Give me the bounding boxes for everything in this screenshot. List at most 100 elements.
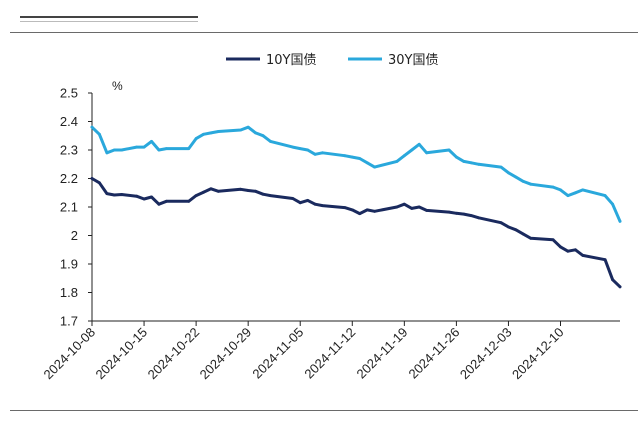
data-point-10y bbox=[98, 181, 101, 185]
x-tick-label: 2024-11-12 bbox=[301, 325, 358, 382]
data-point-30y bbox=[507, 171, 510, 175]
data-point-10y bbox=[209, 187, 213, 191]
series-layer bbox=[90, 125, 622, 289]
data-point-30y bbox=[447, 148, 451, 152]
data-point-10y bbox=[135, 194, 139, 198]
data-point-30y bbox=[417, 142, 421, 146]
data-point-30y bbox=[469, 161, 473, 165]
data-point-30y bbox=[462, 160, 466, 163]
data-point-10y bbox=[410, 207, 414, 210]
data-point-10y bbox=[246, 189, 250, 192]
y-tick-label: 1.7 bbox=[60, 314, 78, 329]
y-tick-label: 1.9 bbox=[60, 257, 78, 272]
data-point-30y bbox=[112, 148, 116, 152]
x-tick-label: 2024-11-26 bbox=[406, 325, 463, 382]
y-tick-label: 2.1 bbox=[60, 200, 78, 215]
y-axis-unit: % bbox=[112, 79, 123, 93]
data-point-30y bbox=[261, 134, 265, 138]
data-point-30y bbox=[254, 131, 257, 135]
data-point-10y bbox=[447, 210, 451, 214]
data-point-10y bbox=[581, 254, 585, 257]
data-point-10y bbox=[551, 238, 555, 242]
data-point-10y bbox=[514, 228, 518, 232]
data-point-10y bbox=[417, 205, 421, 209]
data-point-10y bbox=[269, 194, 272, 198]
data-point-10y bbox=[157, 202, 161, 206]
x-tick-label: 2024-11-19 bbox=[354, 325, 411, 382]
data-point-30y bbox=[306, 148, 310, 152]
series-line-10y bbox=[90, 177, 622, 289]
x-ticks: 2024-10-082024-10-152024-10-222024-10-29… bbox=[40, 321, 567, 383]
data-point-30y bbox=[350, 155, 354, 159]
data-point-10y bbox=[365, 208, 369, 212]
data-point-30y bbox=[150, 140, 153, 143]
data-point-30y bbox=[194, 137, 198, 141]
y-tick-label: 2.3 bbox=[60, 143, 78, 158]
data-point-10y bbox=[150, 195, 153, 199]
x-tick-label: 2024-12-03 bbox=[457, 325, 515, 383]
data-point-30y bbox=[559, 188, 562, 192]
data-point-10y bbox=[350, 208, 354, 212]
data-point-30y bbox=[618, 219, 622, 223]
y-tick-label: 2 bbox=[71, 228, 78, 243]
data-point-30y bbox=[529, 182, 533, 186]
data-point-30y bbox=[358, 157, 362, 160]
x-tick-label: 2024-10-29 bbox=[197, 325, 255, 383]
data-point-10y bbox=[291, 197, 295, 200]
data-point-30y bbox=[202, 132, 205, 136]
data-point-10y bbox=[105, 192, 109, 196]
data-point-10y bbox=[321, 204, 324, 208]
data-point-10y bbox=[559, 245, 562, 249]
data-point-10y bbox=[165, 199, 168, 203]
data-point-10y bbox=[343, 206, 347, 210]
data-point-10y bbox=[217, 189, 220, 193]
data-point-30y bbox=[120, 148, 124, 152]
data-point-10y bbox=[120, 193, 124, 196]
data-point-10y bbox=[373, 209, 376, 213]
data-point-10y bbox=[507, 225, 510, 229]
data-point-10y bbox=[112, 193, 116, 197]
data-point-30y bbox=[566, 194, 570, 198]
y-tick-label: 2.2 bbox=[60, 171, 78, 186]
x-tick-label: 2024-10-08 bbox=[40, 325, 98, 383]
data-point-10y bbox=[402, 202, 406, 206]
y-tick-label: 2.5 bbox=[60, 86, 78, 101]
data-point-30y bbox=[269, 140, 272, 143]
data-point-10y bbox=[566, 249, 570, 253]
data-point-10y bbox=[194, 194, 198, 198]
data-point-30y bbox=[187, 147, 191, 151]
data-point-10y bbox=[477, 216, 481, 220]
data-point-30y bbox=[499, 165, 503, 169]
data-point-30y bbox=[410, 148, 414, 152]
legend: 10Y国债 30Y国债 bbox=[226, 53, 438, 68]
legend-10y-label: 10Y国债 bbox=[266, 53, 316, 68]
data-point-30y bbox=[239, 128, 243, 132]
data-point-30y bbox=[603, 194, 607, 198]
data-point-10y bbox=[313, 202, 317, 206]
data-point-10y bbox=[499, 221, 503, 225]
data-point-30y bbox=[90, 125, 94, 129]
data-point-30y bbox=[313, 152, 317, 156]
data-point-30y bbox=[209, 131, 213, 135]
legend-30y-label: 30Y国债 bbox=[388, 53, 438, 68]
data-point-30y bbox=[365, 161, 369, 165]
data-point-30y bbox=[98, 132, 101, 136]
data-point-10y bbox=[603, 258, 607, 262]
y-tick-label: 2.4 bbox=[60, 114, 78, 129]
data-point-10y bbox=[239, 187, 243, 191]
data-point-30y bbox=[395, 160, 399, 163]
data-point-10y bbox=[611, 278, 614, 282]
frame-bottom-line bbox=[10, 410, 638, 411]
top-rule-light bbox=[20, 21, 198, 22]
data-point-30y bbox=[105, 151, 109, 155]
data-point-30y bbox=[165, 147, 168, 151]
data-point-10y bbox=[469, 214, 473, 218]
data-point-10y bbox=[142, 197, 146, 201]
top-rule-dark bbox=[20, 16, 198, 18]
data-point-10y bbox=[202, 190, 205, 194]
data-point-10y bbox=[187, 199, 191, 203]
data-point-10y bbox=[261, 192, 265, 196]
data-point-30y bbox=[574, 191, 577, 195]
data-point-30y bbox=[477, 162, 481, 166]
